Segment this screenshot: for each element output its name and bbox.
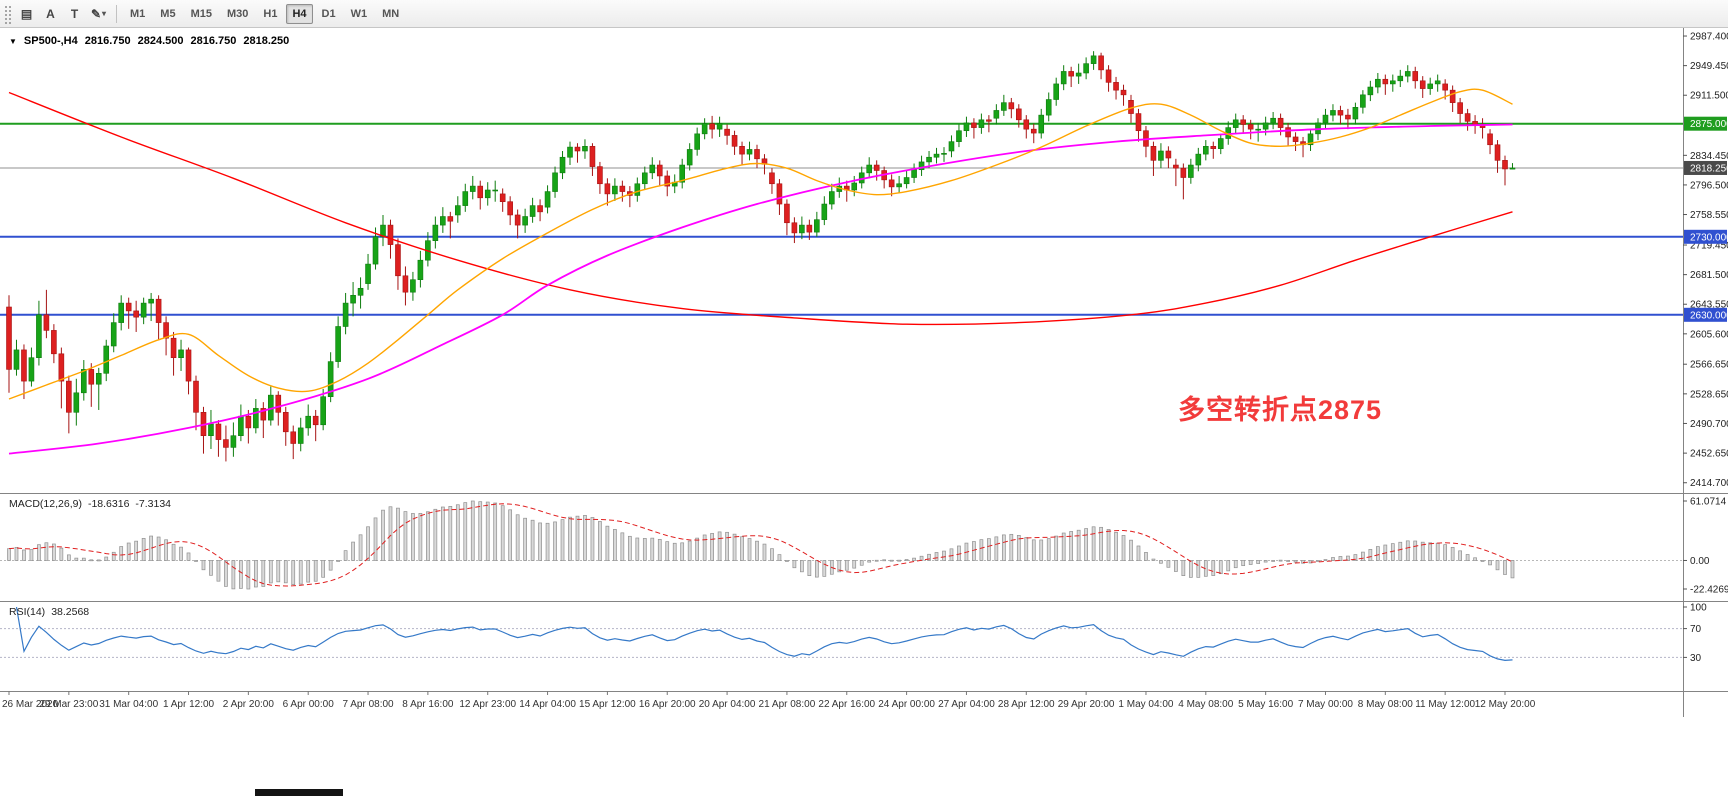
svg-text:2528.650: 2528.650 (1690, 389, 1728, 400)
svg-text:11 May 12:00: 11 May 12:00 (1415, 699, 1475, 710)
ma-long-red (8, 91, 1513, 326)
svg-text:2818.250: 2818.250 (1690, 163, 1728, 174)
svg-text:100: 100 (1690, 603, 1707, 614)
svg-text:7 Apr 08:00: 7 Apr 08:00 (342, 699, 394, 710)
timeframe-h4[interactable]: H4 (286, 3, 313, 24)
svg-text:22 Apr 16:00: 22 Apr 16:00 (818, 699, 875, 710)
price-axis[interactable]: 2987.400 2949.450 2911.500 2834.450 2796.500… (1683, 32, 1728, 664)
svg-text:2796.500: 2796.500 (1690, 180, 1728, 191)
tile-windows-button[interactable]: ▤ (15, 3, 38, 25)
svg-text:2 Apr 20:00: 2 Apr 20:00 (223, 699, 275, 710)
macd-signal-line (8, 503, 1513, 587)
taskbar-fragment (255, 789, 343, 796)
timeframe-m5[interactable]: M5 (154, 4, 181, 24)
svg-text:2987.400: 2987.400 (1690, 32, 1728, 43)
svg-text:2490.700: 2490.700 (1690, 419, 1728, 430)
svg-text:-22.4269: -22.4269 (1690, 585, 1728, 596)
rsi-line (15, 606, 1513, 662)
svg-text:21 Apr 08:00: 21 Apr 08:00 (759, 699, 816, 710)
chart-area[interactable]: 2987.400 2949.450 2911.500 2834.450 2796.500… (0, 28, 1728, 717)
dropdown-caret-icon: ▾ (102, 9, 107, 18)
svg-text:2834.450: 2834.450 (1690, 151, 1728, 162)
svg-text:2681.500: 2681.500 (1690, 270, 1728, 281)
svg-text:15 Apr 12:00: 15 Apr 12:00 (579, 699, 636, 710)
candles-layer (6, 51, 1516, 462)
svg-text:2566.650: 2566.650 (1690, 360, 1728, 371)
timeframe-w1[interactable]: W1 (345, 4, 374, 24)
svg-text:2730.000: 2730.000 (1690, 232, 1728, 243)
toolbar: ▤ A T ✎ ▾ M1 M5 M15 M30 H1 H4 D1 W1 MN (0, 0, 1728, 28)
svg-text:70: 70 (1690, 624, 1702, 635)
svg-text:2875.000: 2875.000 (1690, 119, 1728, 130)
svg-text:2719.450: 2719.450 (1690, 241, 1728, 252)
drawing-tools-button[interactable]: ✎ ▾ (87, 3, 110, 25)
svg-text:1 May 04:00: 1 May 04:00 (1118, 699, 1173, 710)
macd-histogram (7, 500, 1515, 590)
svg-text:29 Apr 20:00: 29 Apr 20:00 (1058, 699, 1115, 710)
svg-text:61.0714: 61.0714 (1690, 497, 1727, 508)
svg-text:30: 30 (1690, 653, 1702, 664)
svg-text:2911.500: 2911.500 (1690, 91, 1728, 102)
svg-text:27 Apr 04:00: 27 Apr 04:00 (938, 699, 995, 710)
svg-text:1 Apr 12:00: 1 Apr 12:00 (163, 699, 215, 710)
svg-text:28 Apr 12:00: 28 Apr 12:00 (998, 699, 1055, 710)
svg-text:16 Apr 20:00: 16 Apr 20:00 (639, 699, 696, 710)
timeframe-d1[interactable]: D1 (316, 4, 342, 24)
svg-text:2630.000: 2630.000 (1690, 310, 1728, 321)
svg-text:0.00: 0.00 (1690, 556, 1710, 567)
timeframe-m1[interactable]: M1 (124, 4, 151, 24)
timeframe-m30[interactable]: M30 (221, 4, 254, 24)
ma-short-orange (8, 88, 1513, 400)
text-tool-button[interactable]: A (39, 3, 62, 25)
svg-text:8 Apr 16:00: 8 Apr 16:00 (402, 699, 454, 710)
horizontal-lines (0, 122, 1683, 316)
svg-text:26 Mar 2020: 26 Mar 2020 (2, 699, 59, 710)
timeframe-m15[interactable]: M15 (185, 4, 218, 24)
svg-text:2643.550: 2643.550 (1690, 300, 1728, 311)
svg-text:12 Apr 23:00: 12 Apr 23:00 (459, 699, 516, 710)
svg-text:2949.450: 2949.450 (1690, 61, 1728, 72)
svg-text:14 Apr 04:00: 14 Apr 04:00 (519, 699, 576, 710)
svg-text:12 May 20:00: 12 May 20:00 (1475, 699, 1536, 710)
svg-text:29 Mar 23:00: 29 Mar 23:00 (39, 699, 98, 710)
ma-mid-magenta (8, 123, 1513, 455)
svg-text:4 May 08:00: 4 May 08:00 (1178, 699, 1233, 710)
timeframe-mn[interactable]: MN (376, 4, 405, 24)
svg-text:5 May 16:00: 5 May 16:00 (1238, 699, 1293, 710)
svg-text:20 Apr 04:00: 20 Apr 04:00 (699, 699, 756, 710)
toolbar-separator (116, 4, 117, 23)
chart-svg[interactable]: 2987.400 2949.450 2911.500 2834.450 2796.500… (0, 28, 1728, 717)
svg-text:2758.550: 2758.550 (1690, 210, 1728, 221)
timeframe-h1[interactable]: H1 (257, 4, 283, 24)
svg-text:6 Apr 00:00: 6 Apr 00:00 (283, 699, 335, 710)
svg-text:8 May 08:00: 8 May 08:00 (1358, 699, 1413, 710)
svg-text:31 Mar 04:00: 31 Mar 04:00 (99, 699, 158, 710)
text-frame-tool-button[interactable]: T (63, 3, 86, 25)
svg-text:2414.700: 2414.700 (1690, 478, 1728, 489)
svg-text:2452.650: 2452.650 (1690, 449, 1728, 460)
svg-text:2605.600: 2605.600 (1690, 329, 1728, 340)
pencil-icon: ✎ (90, 6, 102, 21)
svg-text:24 Apr 00:00: 24 Apr 00:00 (878, 699, 935, 710)
svg-text:7 May 00:00: 7 May 00:00 (1298, 699, 1353, 710)
toolbar-drag-handle[interactable] (4, 3, 11, 24)
